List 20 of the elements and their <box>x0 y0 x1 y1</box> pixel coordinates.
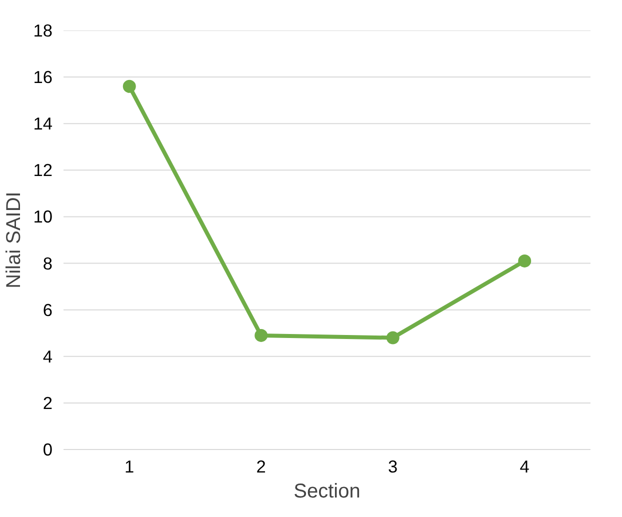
y-tick-label: 12 <box>33 160 53 180</box>
y-tick-label: 4 <box>42 346 53 366</box>
point <box>122 80 136 93</box>
x-tick-label: 3 <box>388 456 398 476</box>
y-axis-title: Nilai SAIDI <box>3 192 26 288</box>
y-tick-label: 14 <box>33 114 53 134</box>
y-tick-label: 8 <box>42 253 53 274</box>
point <box>254 328 268 342</box>
y-tick-label: 16 <box>33 67 53 88</box>
point <box>518 254 532 268</box>
y-tick-label: 0 <box>42 440 53 460</box>
x-tick-label: 2 <box>256 456 266 476</box>
x-axis-title: Section <box>294 480 360 502</box>
x-tick-label: 4 <box>520 456 530 476</box>
y-tick-label: 6 <box>42 300 53 320</box>
y-tick-label: 10 <box>33 206 53 227</box>
x-tick-label: 1 <box>124 456 134 476</box>
point <box>386 331 400 344</box>
y-tick-label: 18 <box>33 20 53 40</box>
y-tick-label: 2 <box>42 392 53 413</box>
